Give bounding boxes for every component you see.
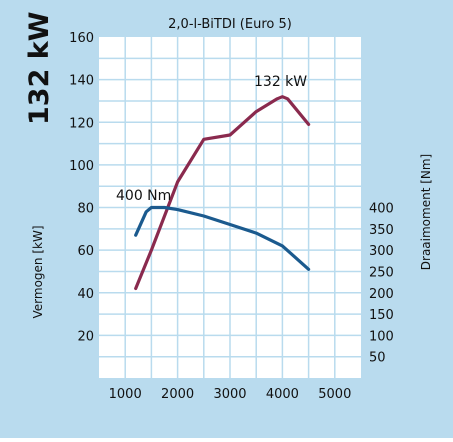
left-tick-label: 60 [77, 244, 94, 259]
right-tick-label: 350 [369, 223, 394, 238]
left-tick-label: 120 [69, 116, 94, 131]
left-tick-label: 40 [77, 287, 94, 302]
right-axis-label: Draaimoment [Nm] [419, 154, 433, 270]
left-tick-label: 80 [77, 202, 94, 217]
right-tick-label: 300 [369, 244, 394, 259]
left-axis-label: Vermogen [kW] [31, 225, 45, 318]
x-tick-label: 5000 [318, 387, 351, 402]
torque-peak-label: 400 Nm [116, 188, 171, 204]
power-badge: 132 kW [24, 12, 55, 126]
ticks-layer: 20 40 60 80 100 120 140 160 50 100 150 200 250 300 350… [69, 31, 394, 402]
right-tick-label: 250 [369, 265, 394, 280]
torque-line [134, 205, 311, 271]
right-tick-label: 50 [369, 351, 386, 366]
right-tick-label: 200 [369, 287, 394, 302]
left-tick-label: 20 [77, 329, 94, 344]
right-tick-label: 150 [369, 308, 394, 323]
horizontal-grid [99, 57, 361, 358]
power-peak-label: 132 kW [254, 74, 307, 90]
right-tick-label: 100 [369, 329, 394, 344]
x-tick-label: 2000 [161, 387, 194, 402]
left-tick-label: 160 [69, 31, 94, 46]
x-tick-label: 4000 [266, 387, 299, 402]
right-tick-label: 400 [369, 202, 394, 217]
series-layer [134, 95, 311, 291]
left-tick-label: 140 [69, 74, 94, 89]
chart-title: 2,0-l-BiTDI (Euro 5) [168, 17, 292, 32]
left-tick-label: 100 [69, 159, 94, 174]
x-tick-label: 3000 [213, 387, 246, 402]
x-tick-label: 1000 [109, 387, 142, 402]
power-line [134, 95, 311, 291]
